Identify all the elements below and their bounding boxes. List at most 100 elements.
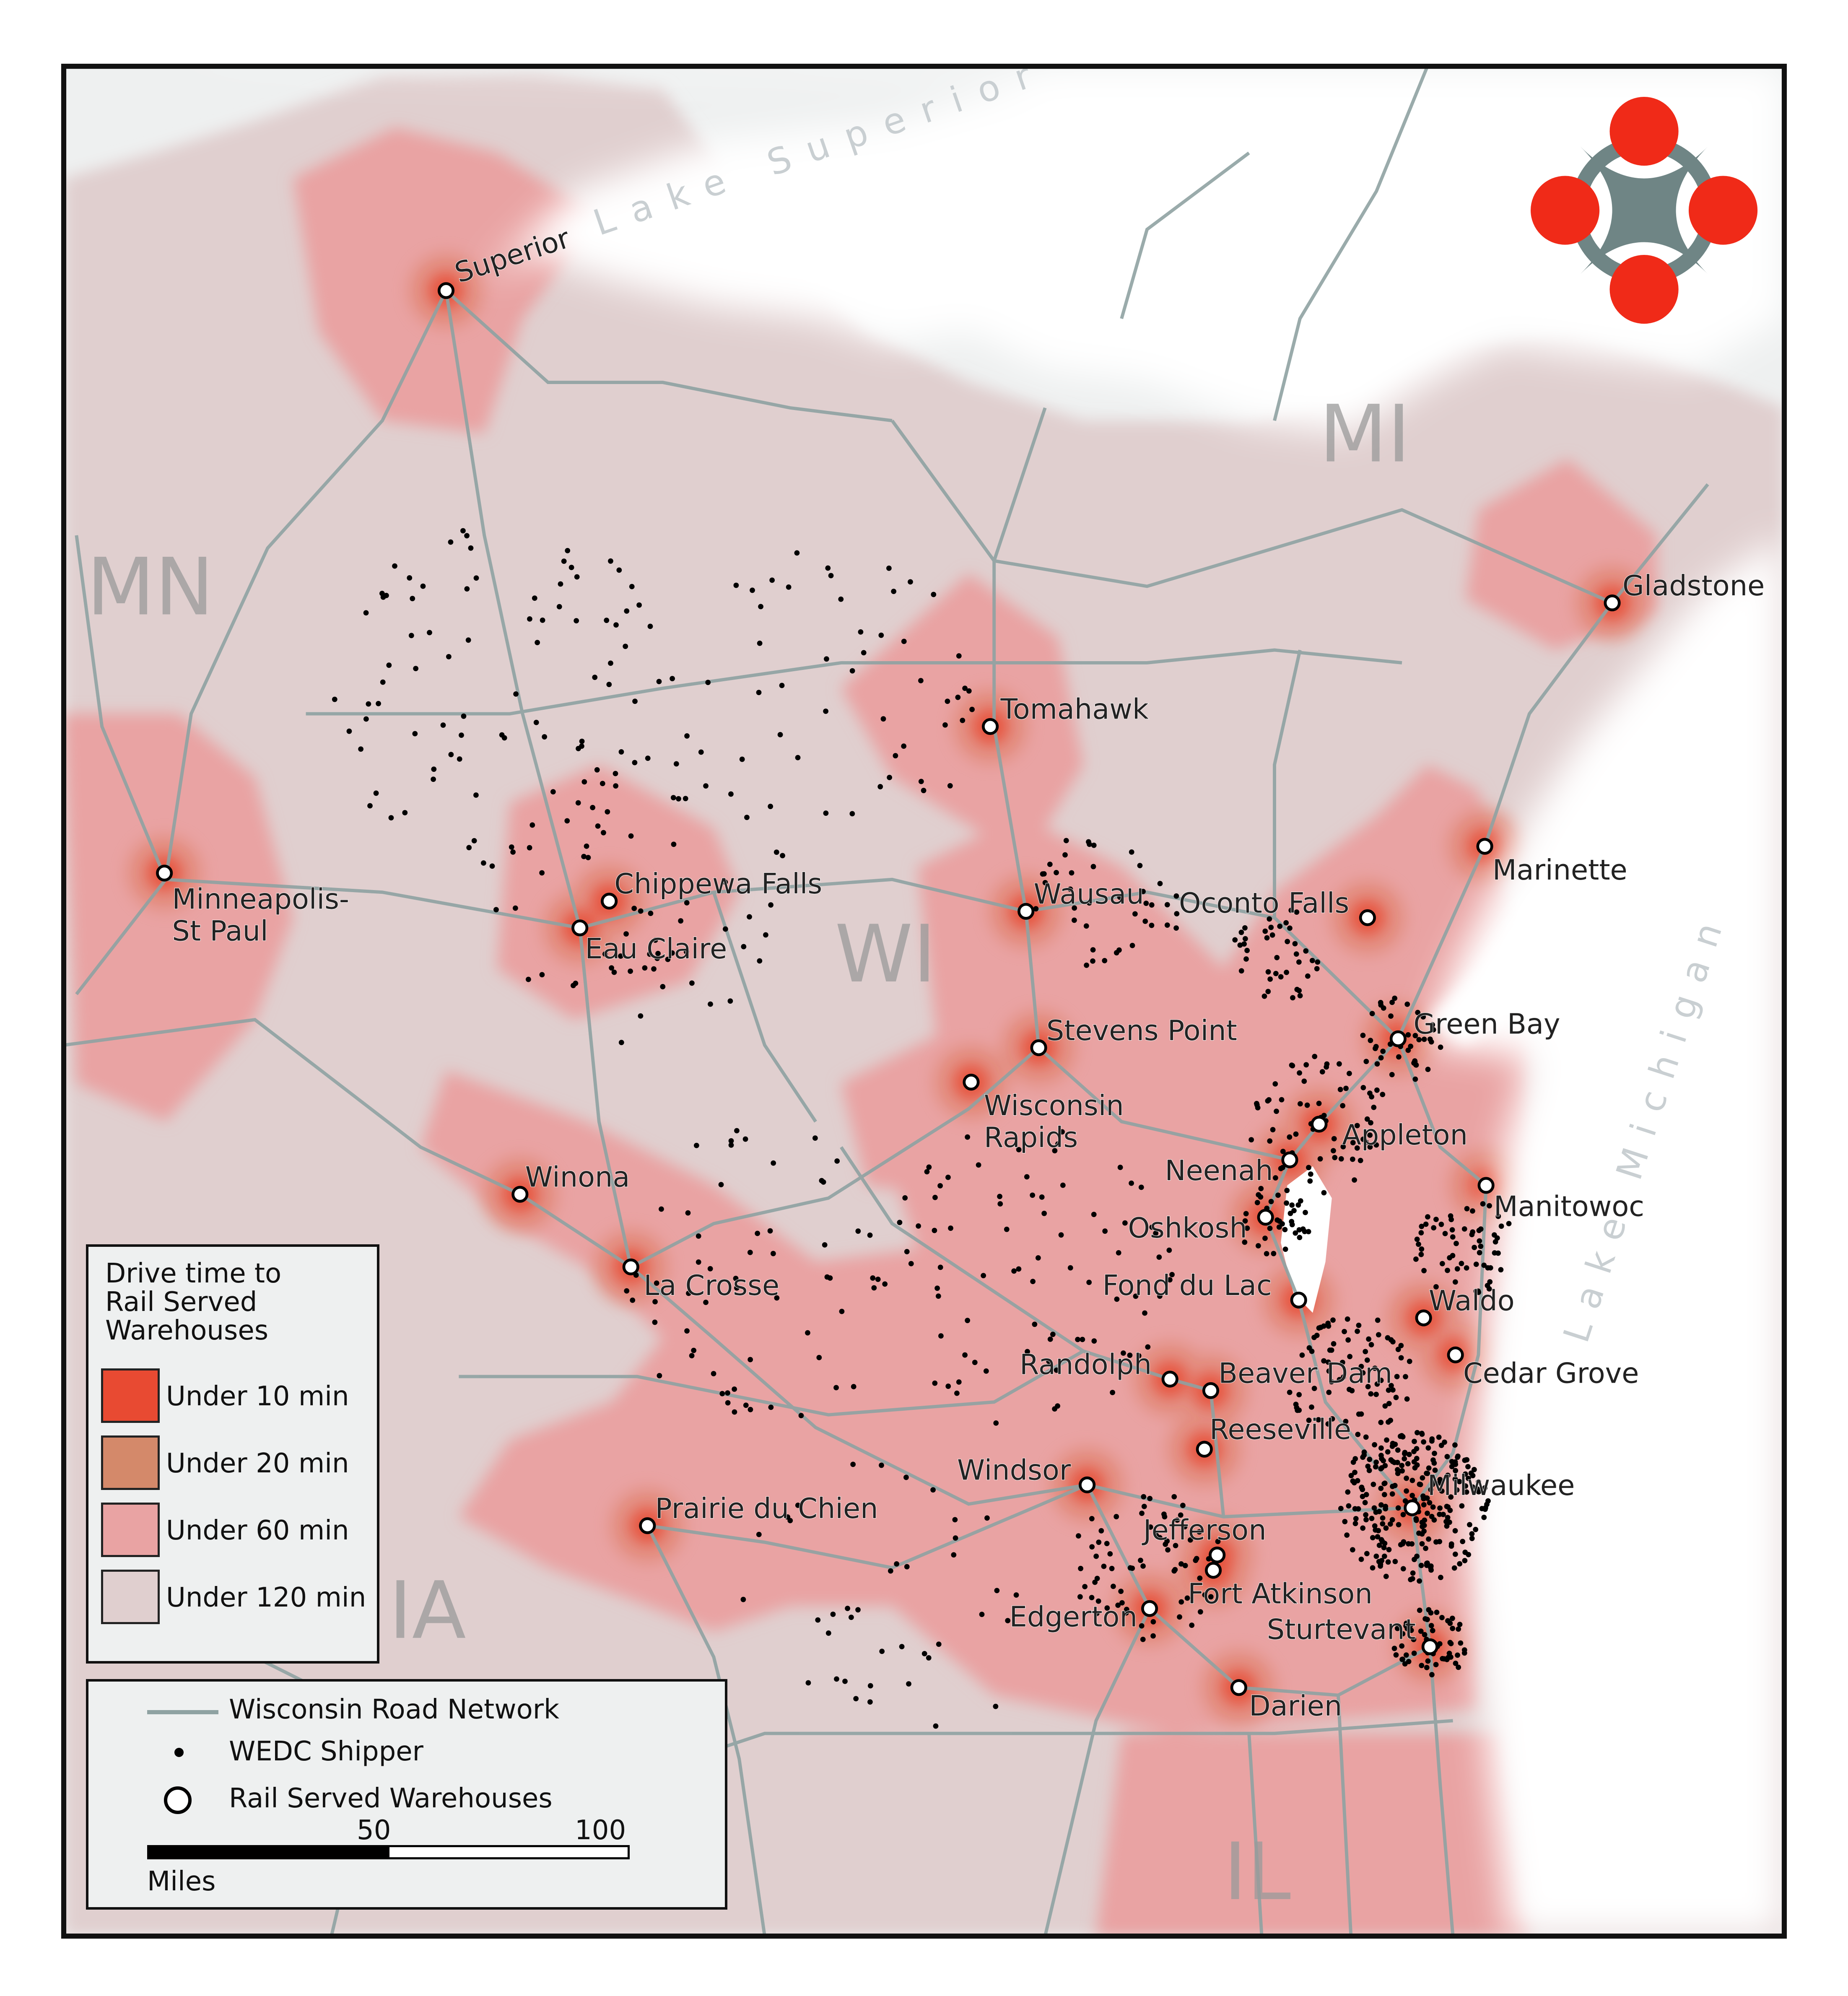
shipper-dot: [652, 1299, 658, 1305]
shipper-dot: [1312, 1054, 1318, 1059]
shipper-dot: [1378, 1378, 1384, 1383]
shipper-dot: [684, 900, 690, 906]
shipper-dot: [880, 716, 886, 722]
shipper-dot: [657, 1373, 662, 1378]
shipper-dot: [1423, 1545, 1428, 1551]
warehouse-marker-eau-claire[interactable]: [571, 919, 589, 937]
warehouse-marker-reeseville[interactable]: [1196, 1441, 1213, 1458]
shipper-dot: [1343, 1085, 1349, 1091]
shipper-dot: [933, 1723, 939, 1729]
shipper-dot: [962, 1352, 968, 1358]
warehouse-marker-milwaukee[interactable]: [1404, 1499, 1421, 1516]
shipper-dot: [805, 1330, 810, 1336]
shipper-dot: [1389, 1517, 1395, 1523]
warehouse-marker-chippewa-falls[interactable]: [601, 893, 618, 910]
shipper-dot: [629, 584, 635, 589]
shipper-dot: [1033, 906, 1039, 912]
shipper-dot: [1287, 925, 1293, 931]
shipper-dot: [725, 1390, 730, 1396]
shipper-dot: [1030, 1192, 1036, 1198]
warehouse-marker-winona[interactable]: [511, 1186, 529, 1203]
warehouse-marker-manitowoc[interactable]: [1477, 1177, 1495, 1194]
shipper-dot: [972, 1360, 978, 1365]
shipper-dot: [1352, 1469, 1357, 1475]
shipper-dot: [1417, 1578, 1422, 1584]
shipper-dot: [1178, 1512, 1184, 1518]
warehouse-marker-marinette[interactable]: [1476, 838, 1493, 855]
warehouse-marker-superior[interactable]: [437, 282, 455, 299]
shipper-dot: [825, 565, 831, 571]
shipper-dot: [1404, 1488, 1409, 1494]
shipper-dot: [733, 582, 739, 588]
shipper-dot: [1258, 1194, 1264, 1200]
warehouse-marker-oconto-falls[interactable]: [1359, 909, 1376, 927]
shipper-dot: [1124, 1607, 1129, 1612]
city-label-fort-atkinson: Fort Atkinson: [1188, 1578, 1373, 1610]
shipper-dot: [1418, 1230, 1424, 1235]
warehouse-marker-green-bay[interactable]: [1389, 1030, 1407, 1047]
warehouse-marker-cedar-grove[interactable]: [1447, 1346, 1464, 1363]
shipper-dot: [1091, 842, 1097, 848]
shipper-dot: [1425, 1445, 1431, 1451]
shipper-dot: [346, 728, 352, 734]
shipper-dot: [1278, 1165, 1284, 1171]
warehouse-marker-fond-du-lac[interactable]: [1290, 1291, 1307, 1309]
scale-unit: Miles: [147, 1866, 216, 1897]
shipper-dot: [616, 567, 622, 573]
warehouse-marker-jefferson[interactable]: [1209, 1547, 1226, 1564]
shipper-dot: [684, 733, 690, 739]
shipper-dot: [1392, 995, 1398, 1001]
shipper-dot: [1075, 1337, 1081, 1342]
warehouse-marker-edgerton[interactable]: [1141, 1600, 1158, 1617]
warehouse-marker-darien[interactable]: [1230, 1679, 1247, 1696]
warehouse-marker-wisconsin-rapids[interactable]: [963, 1074, 980, 1091]
shipper-dot: [906, 1681, 911, 1687]
warehouse-marker-tomahawk[interactable]: [982, 718, 999, 735]
shipper-dot: [1363, 1434, 1369, 1440]
shipper-dot: [1421, 1439, 1427, 1445]
shipper-dot: [1495, 1250, 1501, 1256]
legend-item-under-10: Under 10 min: [97, 1368, 374, 1427]
shipper-dot: [997, 1194, 1002, 1199]
shipper-dot: [379, 591, 385, 596]
shipper-dot: [1418, 1628, 1424, 1634]
warehouse-marker-waldo[interactable]: [1415, 1309, 1432, 1326]
shipper-dot: [1169, 1272, 1175, 1277]
shipper-dot: [1268, 1199, 1274, 1204]
warehouse-marker-neenah[interactable]: [1281, 1151, 1298, 1168]
shipper-dot: [1451, 1565, 1457, 1571]
warehouse-marker-stevens-point[interactable]: [1030, 1039, 1047, 1056]
warehouse-marker-la-crosse[interactable]: [622, 1258, 639, 1276]
warehouse-marker-windsor[interactable]: [1079, 1476, 1096, 1493]
warehouse-marker-randolph[interactable]: [1161, 1370, 1178, 1388]
shipper-dot: [1141, 1494, 1147, 1500]
warehouse-marker-prairie-du-chien[interactable]: [639, 1517, 656, 1534]
shipper-dot: [954, 1390, 960, 1396]
warehouse-marker-appleton[interactable]: [1311, 1116, 1328, 1133]
shipper-dot: [1270, 1127, 1276, 1132]
shipper-dot: [969, 706, 975, 712]
shipper-dot: [1448, 1640, 1454, 1646]
shipper-dot: [708, 1001, 713, 1007]
shipper-dot: [877, 784, 883, 789]
warehouse-marker-oshkosh[interactable]: [1257, 1209, 1274, 1226]
shipper-dot: [1464, 1265, 1469, 1271]
shipper-dot: [1438, 1443, 1444, 1448]
warehouse-marker-beaver-dam[interactable]: [1202, 1382, 1220, 1399]
shipper-dot: [590, 805, 595, 810]
legend-warehouse: Rail Served Warehouses: [88, 1779, 717, 1821]
shipper-dot: [983, 1368, 989, 1374]
shipper-dot: [997, 1201, 1003, 1207]
shipper-dot: [1372, 1523, 1378, 1529]
state-label-il: IL: [1223, 1826, 1291, 1918]
shipper-dot: [1378, 1000, 1383, 1005]
warehouse-marker-minneapolis-st-paul[interactable]: [156, 864, 173, 882]
warehouse-marker-wausau[interactable]: [1017, 903, 1035, 920]
warehouse-marker-fort-atkinson[interactable]: [1205, 1562, 1222, 1579]
warehouse-marker-sturtevant[interactable]: [1421, 1638, 1438, 1656]
shipper-dot: [1093, 1553, 1099, 1559]
shipper-dot: [1413, 1062, 1419, 1068]
warehouse-marker-gladstone[interactable]: [1604, 594, 1621, 612]
shipper-dot: [1197, 1609, 1203, 1615]
shipper-dot: [1150, 1633, 1156, 1639]
